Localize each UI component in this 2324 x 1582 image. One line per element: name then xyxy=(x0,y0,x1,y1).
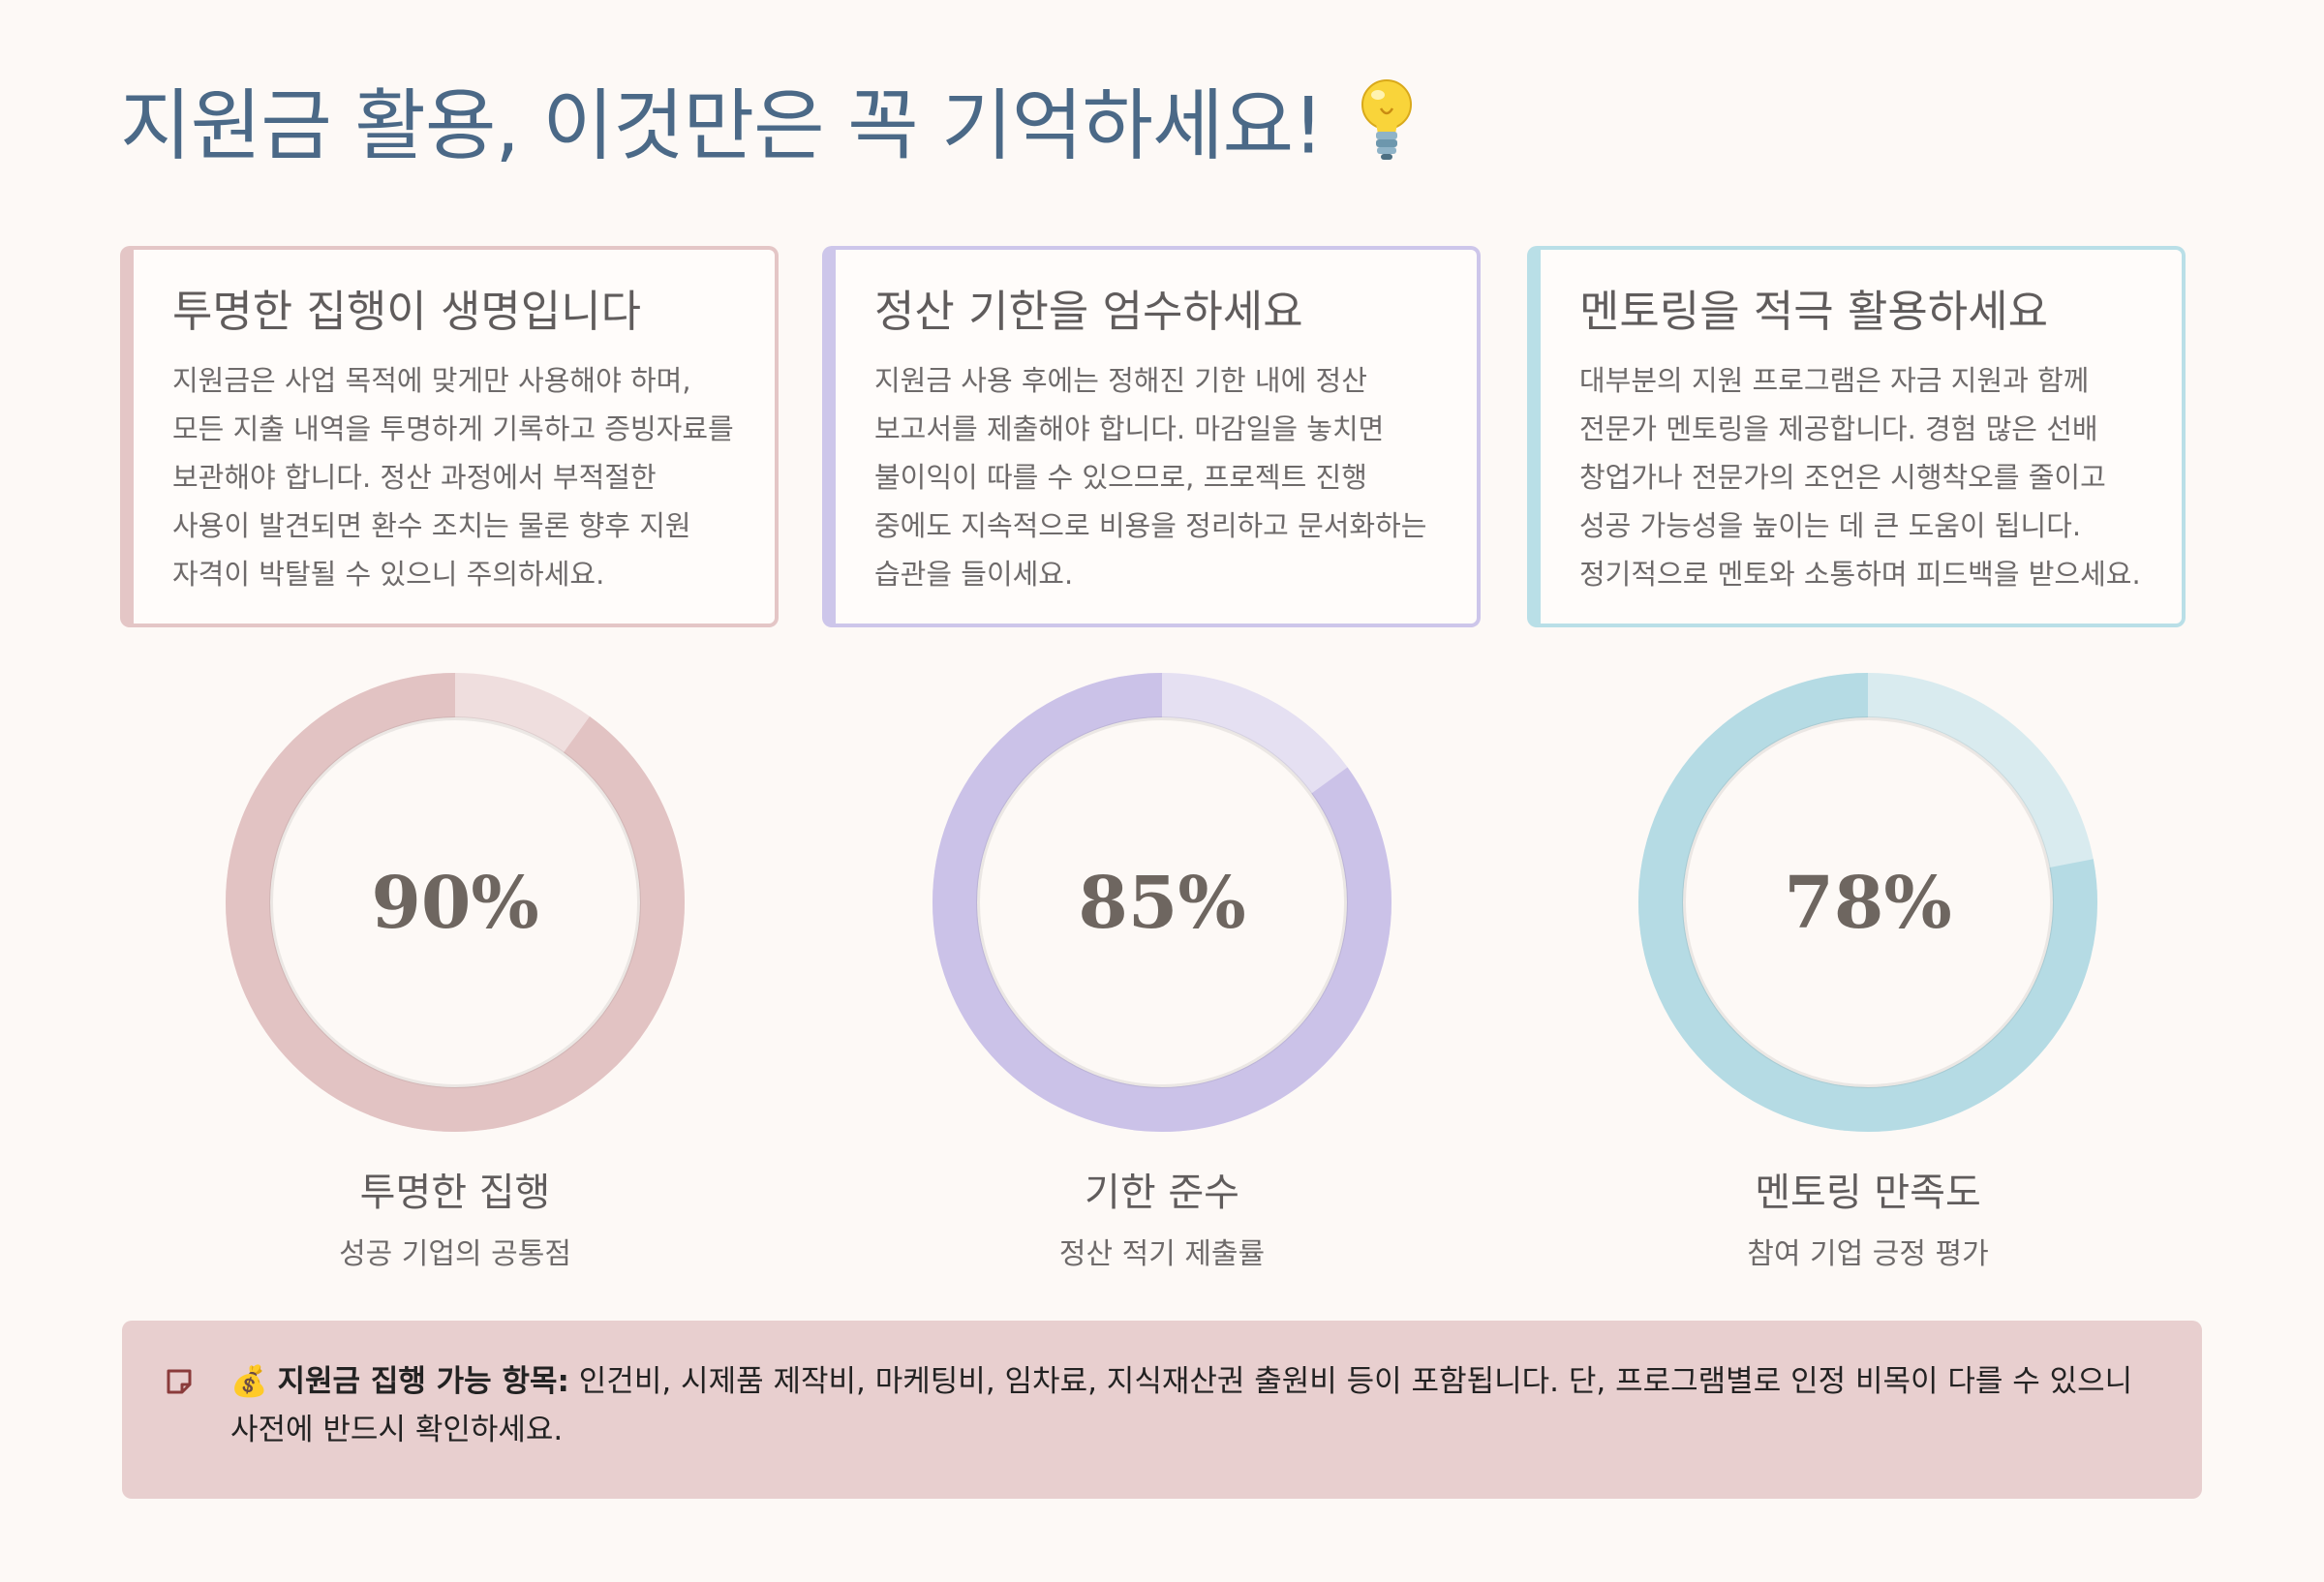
card-heading: 투명한 집행이 생명입니다 xyxy=(172,286,642,337)
stat-percent: 90% xyxy=(371,862,538,945)
stat-sublabel: 참여 기업 긍정 평가 xyxy=(1747,1237,1989,1271)
sticky-note-icon xyxy=(165,1367,194,1396)
note-strong: 지원금 집행 가능 항목: xyxy=(277,1364,569,1399)
card-body: 지원금 사용 후에는 정해진 기한 내에 정산 보고서를 제출해야 합니다. 마… xyxy=(874,364,1427,592)
progress-ring: 90% xyxy=(226,673,685,1132)
card-body: 지원금은 사업 목적에 맞게만 사용해야 하며, 모든 지출 내역을 투명하게 … xyxy=(172,364,734,592)
lightbulb-icon xyxy=(1359,76,1415,187)
note-text: 💰 지원금 집행 가능 항목: 인건비, 시제품 제작비, 마케팅비, 임차료,… xyxy=(230,1357,2148,1454)
stat-label: 투명한 집행 xyxy=(359,1171,551,1215)
stat-percent: 85% xyxy=(1078,862,1245,945)
progress-ring: 85% xyxy=(933,673,1391,1132)
stat-sublabel: 정산 적기 제출률 xyxy=(1058,1237,1266,1271)
card-body: 대부분의 지원 프로그램은 자금 지원과 함께 전문가 멘토링을 제공합니다. … xyxy=(1579,364,2141,592)
stat-transparent-execution: 90% 투명한 집행 성공 기업의 공통점 xyxy=(213,668,697,1272)
stat-deadline-compliance: 85% 기한 준수 정산 적기 제출률 xyxy=(920,668,1404,1272)
note-body: 인건비, 시제품 제작비, 마케팅비, 임차료, 지식재산권 출원비 등이 포함… xyxy=(230,1364,2133,1447)
card-mentoring: 멘토링을 적극 활용하세요 대부분의 지원 프로그램은 자금 지원과 함께 전문… xyxy=(1527,246,2186,627)
stat-label: 기한 준수 xyxy=(1085,1171,1239,1215)
stat-mentoring-satisfaction: 78% 멘토링 만족도 참여 기업 긍정 평가 xyxy=(1626,668,2110,1272)
card-transparent-execution: 투명한 집행이 생명입니다 지원금은 사업 목적에 맞게만 사용해야 하며, 모… xyxy=(120,246,779,627)
info-note: 💰 지원금 집행 가능 항목: 인건비, 시제품 제작비, 마케팅비, 임차료,… xyxy=(122,1321,2202,1499)
stat-percent: 78% xyxy=(1784,862,1951,945)
money-bag-icon: 💰 xyxy=(230,1364,268,1399)
card-heading: 멘토링을 적극 활용하세요 xyxy=(1579,286,2049,337)
card-settlement-deadline: 정산 기한을 엄수하세요 지원금 사용 후에는 정해진 기한 내에 정산 보고서… xyxy=(822,246,1481,627)
page-title-text: 지원금 활용, 이것만은 꼭 기억하세요! xyxy=(120,80,1324,171)
stat-sublabel: 성공 기업의 공통점 xyxy=(339,1237,571,1271)
stat-label: 멘토링 만족도 xyxy=(1755,1171,1981,1215)
progress-ring: 78% xyxy=(1638,673,2097,1132)
card-heading: 정산 기한을 엄수하세요 xyxy=(874,286,1303,337)
page-title: 지원금 활용, 이것만은 꼭 기억하세요! xyxy=(120,76,1415,187)
